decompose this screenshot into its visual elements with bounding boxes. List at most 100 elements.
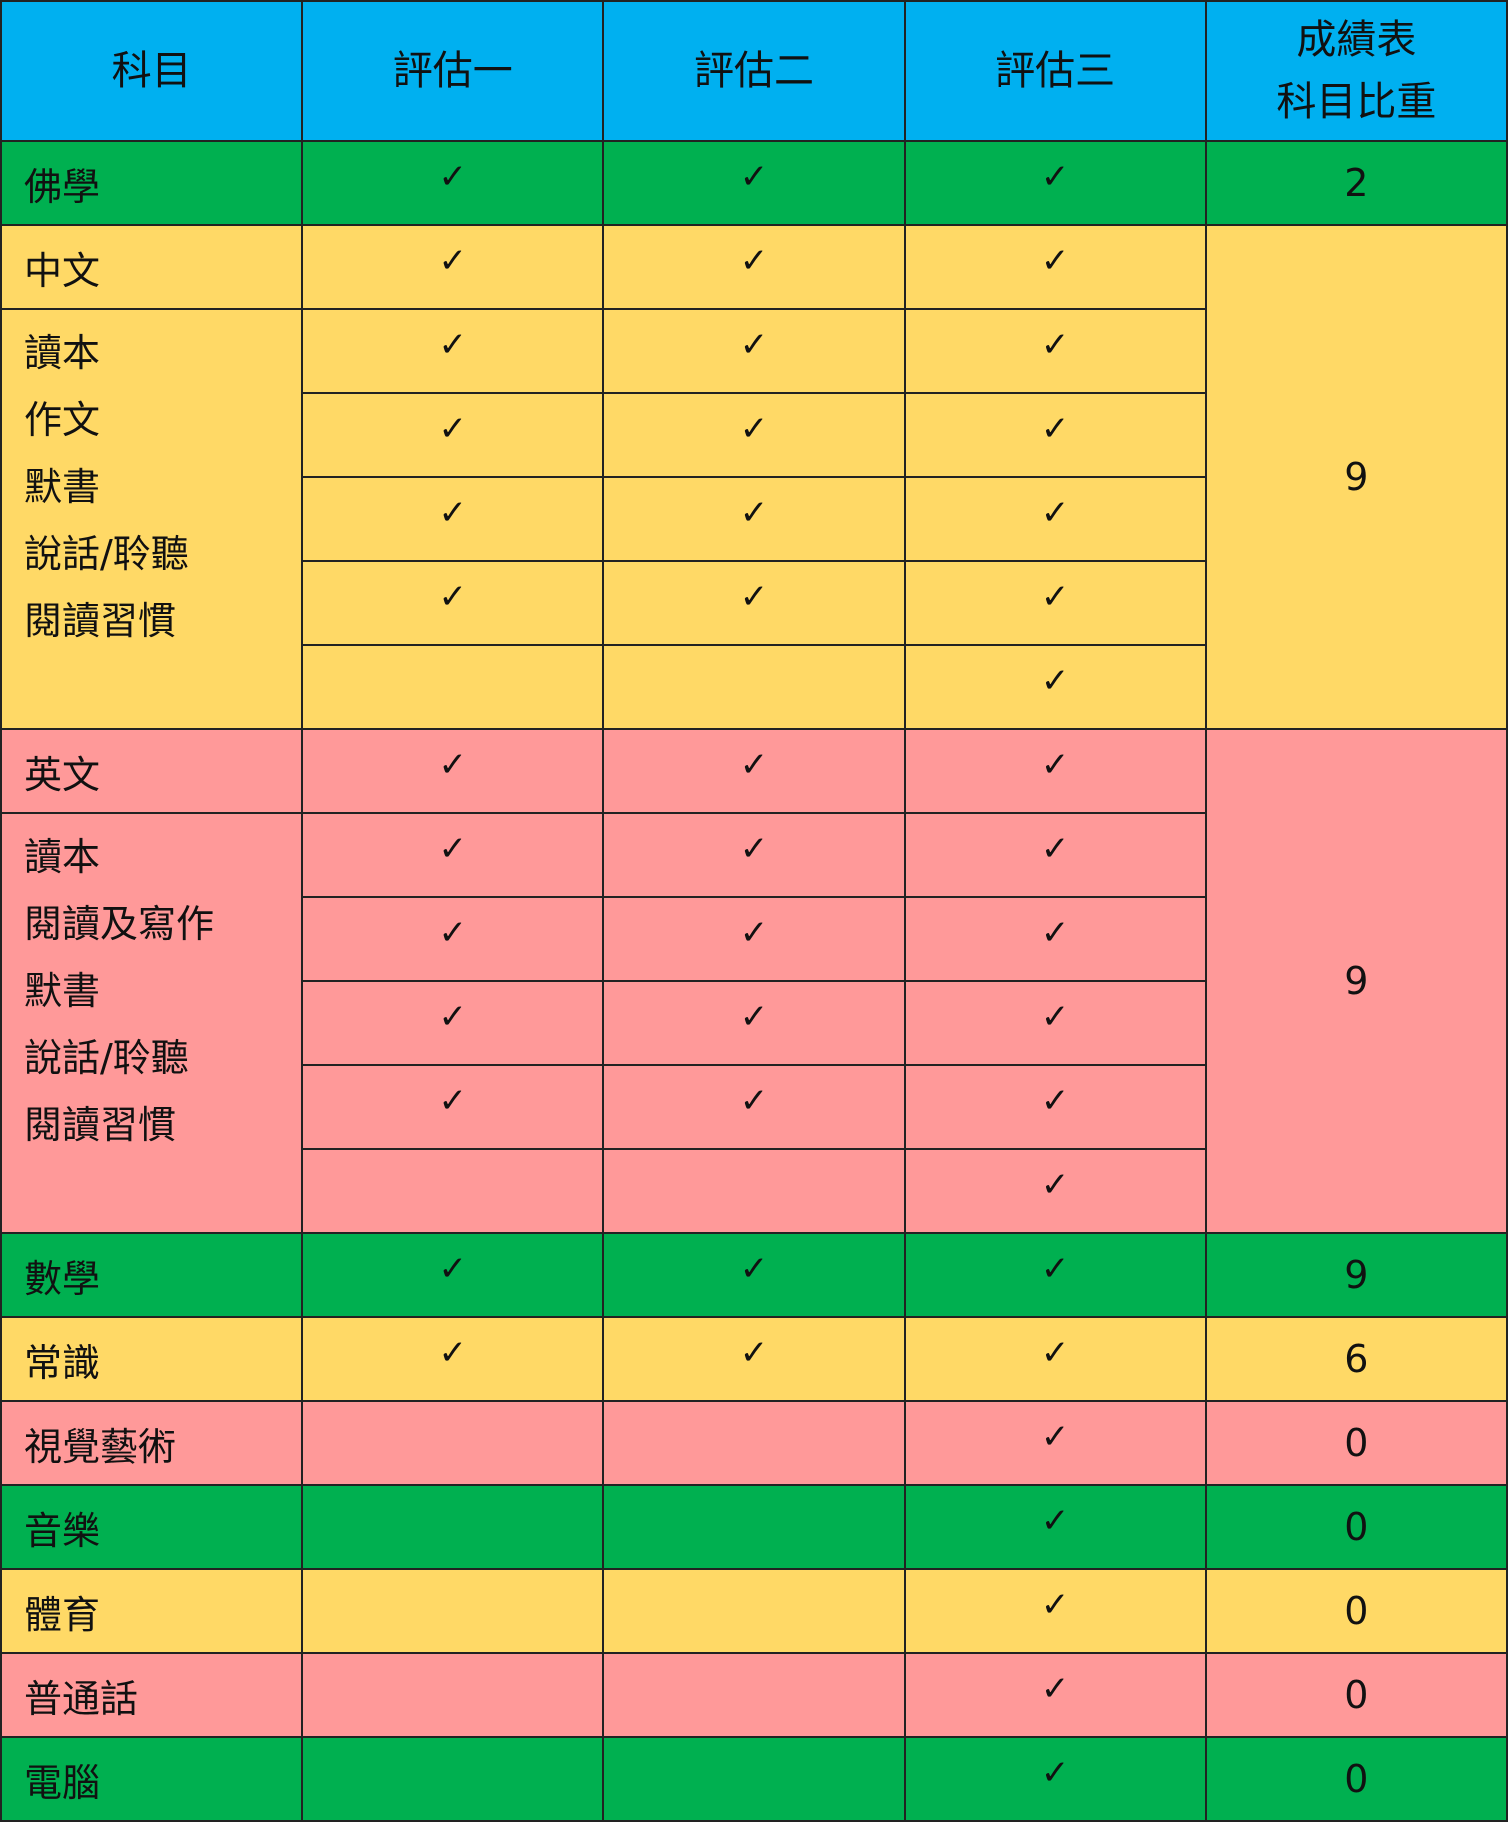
empty-cell — [602, 1652, 906, 1738]
subject-label: 體育 — [0, 1568, 304, 1654]
subject-weight: 0 — [1204, 1736, 1508, 1822]
check-icon: ✓ — [602, 308, 906, 394]
subject-label: 電腦 — [0, 1736, 304, 1822]
empty-cell — [602, 1400, 906, 1486]
check-icon: ✓ — [301, 980, 605, 1066]
check-icon: ✓ — [903, 560, 1207, 646]
subject-row: 普通話 ✓ 0 — [0, 1652, 1508, 1738]
check-icon: ✓ — [602, 140, 906, 226]
check-icon: ✓ — [301, 896, 605, 982]
sub-item-labels: 讀本閱讀及寫作默書說話/聆聽閱讀習慣 — [0, 812, 304, 1234]
subject-weight: 9 — [1204, 728, 1508, 1234]
subject-label: 視覺藝術 — [0, 1400, 304, 1486]
subject-row: 電腦 ✓ 0 — [0, 1736, 1508, 1822]
empty-cell — [301, 1652, 605, 1738]
subject-row: 數學 ✓ ✓ ✓ 9 — [0, 1232, 1508, 1318]
check-icon: ✓ — [903, 224, 1207, 310]
header-row: 科目 評估一 評估二 評估三 成績表 科目比重 — [0, 0, 1508, 142]
empty-cell — [301, 1736, 605, 1822]
subject-weight: 0 — [1204, 1652, 1508, 1738]
check-icon: ✓ — [903, 728, 1207, 814]
check-icon: ✓ — [903, 1316, 1207, 1402]
check-icon: ✓ — [903, 1568, 1207, 1654]
sub-item-labels: 讀本作文默書說話/聆聽閱讀習慣 — [0, 308, 304, 730]
empty-cell — [301, 1400, 605, 1486]
check-icon: ✓ — [301, 140, 605, 226]
check-icon: ✓ — [602, 1064, 906, 1150]
sub-item-label: 閱讀習慣 — [24, 1103, 177, 1147]
check-icon: ✓ — [903, 644, 1207, 730]
check-icon: ✓ — [903, 896, 1207, 982]
check-icon: ✓ — [602, 980, 906, 1066]
header-assessment-1: 評估一 — [301, 0, 605, 142]
subject-row: 佛學 ✓ ✓ ✓ 2 — [0, 140, 1508, 226]
check-icon: ✓ — [903, 140, 1207, 226]
check-icon: ✓ — [301, 224, 605, 310]
subject-weight: 0 — [1204, 1400, 1508, 1486]
check-icon: ✓ — [602, 1232, 906, 1318]
check-icon: ✓ — [903, 308, 1207, 394]
subject-label: 中文 — [0, 224, 304, 310]
sub-item-label: 閱讀及寫作 — [24, 902, 215, 946]
sub-item-label: 說話/聆聽 — [24, 532, 189, 576]
subject-row: 音樂 ✓ 0 — [0, 1484, 1508, 1570]
subject-row: 常識 ✓ ✓ ✓ 6 — [0, 1316, 1508, 1402]
empty-cell — [602, 644, 906, 730]
check-icon: ✓ — [602, 896, 906, 982]
check-icon: ✓ — [301, 1232, 605, 1318]
subject-label: 普通話 — [0, 1652, 304, 1738]
sub-item-label: 讀本 — [24, 331, 101, 375]
subject-label: 音樂 — [0, 1484, 304, 1570]
check-icon: ✓ — [602, 476, 906, 562]
header-subject: 科目 — [0, 0, 304, 142]
check-icon: ✓ — [301, 728, 605, 814]
check-icon: ✓ — [301, 392, 605, 478]
check-icon: ✓ — [903, 1148, 1207, 1234]
sub-item-label: 閱讀習慣 — [24, 599, 177, 643]
check-icon: ✓ — [602, 392, 906, 478]
check-icon: ✓ — [903, 1232, 1207, 1318]
check-icon: ✓ — [301, 1064, 605, 1150]
check-icon: ✓ — [903, 1064, 1207, 1150]
subject-weight: 6 — [1204, 1316, 1508, 1402]
header-assessment-3: 評估三 — [903, 0, 1207, 142]
check-icon: ✓ — [602, 1316, 906, 1402]
subject-weight: 9 — [1204, 1232, 1508, 1318]
sub-item-label: 默書 — [24, 969, 101, 1013]
check-icon: ✓ — [903, 1400, 1207, 1486]
empty-cell — [301, 1568, 605, 1654]
check-icon: ✓ — [903, 1484, 1207, 1570]
sub-item-label: 說話/聆聽 — [24, 1036, 189, 1080]
check-icon: ✓ — [602, 560, 906, 646]
subject-row: 中文 ✓ ✓ ✓ 9 — [0, 224, 1508, 730]
check-icon: ✓ — [301, 1316, 605, 1402]
check-icon: ✓ — [903, 392, 1207, 478]
subject-row: 體育 ✓ 0 — [0, 1568, 1508, 1654]
check-icon: ✓ — [301, 560, 605, 646]
check-icon: ✓ — [602, 224, 906, 310]
empty-cell — [602, 1568, 906, 1654]
subject-weight: 2 — [1204, 140, 1508, 226]
empty-cell — [602, 1484, 906, 1570]
check-icon: ✓ — [903, 1652, 1207, 1738]
subject-weight: 0 — [1204, 1568, 1508, 1654]
header-weight: 成績表 科目比重 — [1204, 0, 1508, 142]
sub-item-label: 讀本 — [24, 835, 101, 879]
check-icon: ✓ — [903, 980, 1207, 1066]
subject-label: 常識 — [0, 1316, 304, 1402]
subject-label: 數學 — [0, 1232, 304, 1318]
subject-row: 視覺藝術 ✓ 0 — [0, 1400, 1508, 1486]
subject-label: 英文 — [0, 728, 304, 814]
check-icon: ✓ — [903, 1736, 1207, 1822]
check-icon: ✓ — [602, 812, 906, 898]
sub-item-label: 作文 — [24, 398, 101, 442]
empty-cell — [602, 1148, 906, 1234]
check-icon: ✓ — [301, 476, 605, 562]
empty-cell — [301, 1484, 605, 1570]
empty-cell — [301, 1148, 605, 1234]
header-assessment-2: 評估二 — [602, 0, 906, 142]
subject-label: 佛學 — [0, 140, 304, 226]
sub-item-label: 默書 — [24, 465, 101, 509]
empty-cell — [602, 1736, 906, 1822]
